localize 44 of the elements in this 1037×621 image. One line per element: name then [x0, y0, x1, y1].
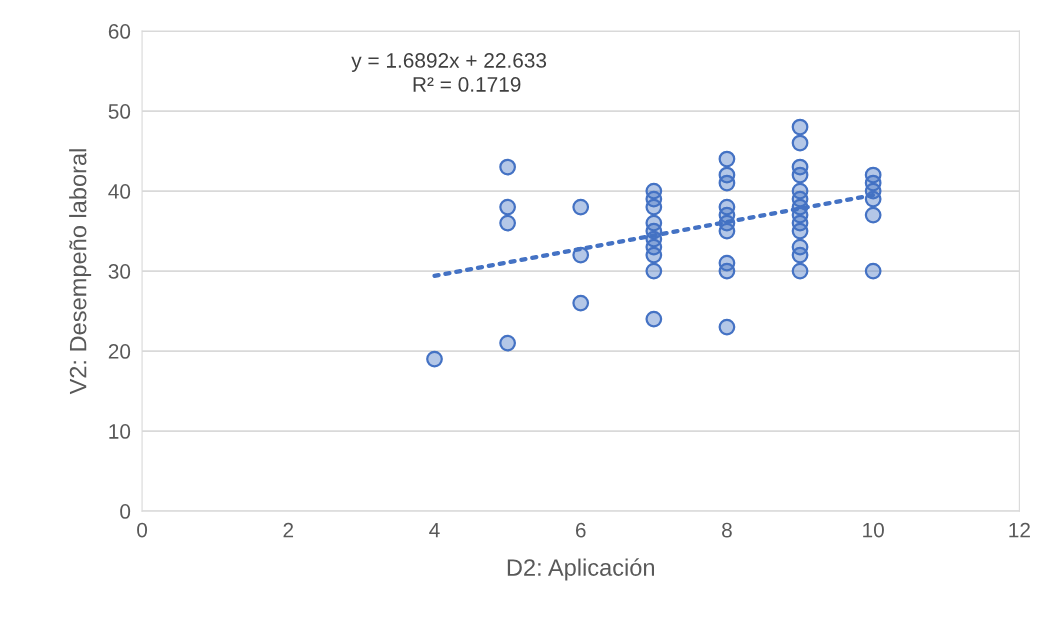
x-tick-label: 12	[1009, 522, 1030, 538]
point	[718, 150, 736, 168]
point	[499, 198, 516, 216]
point	[645, 262, 663, 280]
y-tick-label: 30	[108, 264, 131, 279]
point	[718, 318, 736, 336]
point	[791, 262, 809, 280]
y-axis-title: V2: Desempeño laboral	[69, 149, 92, 395]
y-tick-label: 60	[108, 24, 131, 39]
point	[864, 206, 882, 224]
x-tick-label: 6	[575, 522, 586, 538]
point	[791, 166, 809, 184]
x-tick-label: 4	[429, 522, 440, 538]
x-axis-title: D2: Aplicación	[507, 558, 654, 581]
point	[864, 262, 882, 280]
point	[426, 350, 443, 368]
point	[718, 174, 736, 192]
point	[645, 310, 663, 328]
x-tick-label: 8	[722, 522, 732, 538]
point	[499, 334, 516, 352]
point	[645, 198, 663, 216]
y-tick-label: 20	[108, 344, 131, 359]
point	[718, 222, 736, 240]
point	[572, 246, 590, 264]
annotation: y = 1.6892x + 22.633	[351, 53, 547, 72]
point	[864, 190, 882, 208]
x-tick-label: 2	[283, 522, 294, 538]
y-tick-label: 50	[108, 104, 131, 119]
x-tick-label: 0	[137, 522, 148, 538]
point	[572, 294, 590, 312]
point	[791, 134, 809, 152]
point	[791, 246, 809, 264]
point	[645, 246, 663, 264]
point	[791, 222, 809, 240]
point	[499, 158, 516, 176]
annotation: R² = 0.1719	[413, 77, 521, 92]
point	[718, 262, 736, 280]
y-tick-label: 40	[108, 184, 131, 199]
y-tick-label: 0	[120, 504, 131, 519]
point	[572, 198, 590, 216]
point	[791, 118, 809, 136]
point	[499, 214, 516, 232]
y-tick-label: 10	[109, 424, 131, 439]
x-tick-label: 10	[863, 522, 884, 538]
